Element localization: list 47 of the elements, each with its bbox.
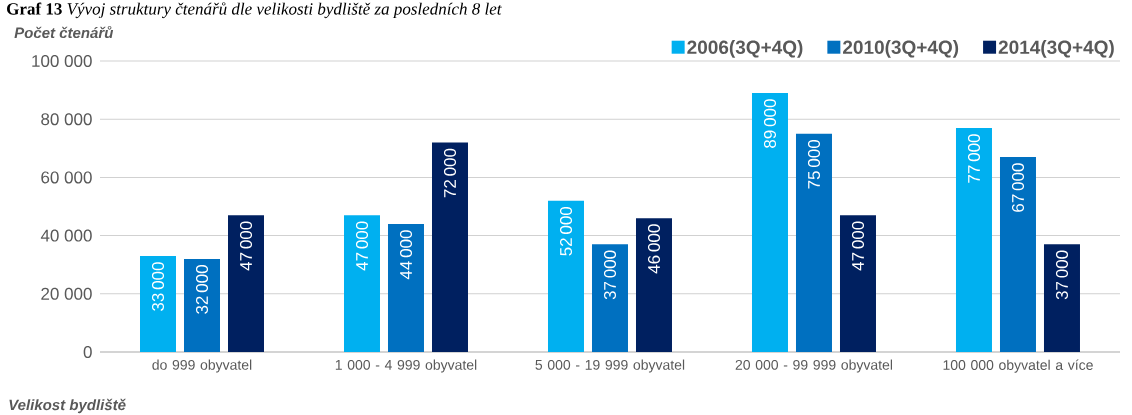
data-label: 44 000	[399, 230, 413, 280]
y-tick-label: 20 000	[41, 287, 92, 300]
bar	[955, 127, 992, 352]
bar	[388, 223, 424, 352]
data-label: 47 000	[239, 221, 253, 271]
data-label: 52 000	[559, 206, 573, 256]
y-tick-label: 40 000	[40, 229, 92, 242]
x-tick-label: 5 000 - 19 999 obyvatel	[535, 359, 685, 373]
legend-label: 2010(3Q+4Q)	[843, 40, 959, 58]
legend-label: 2014(3Q+4Q)	[998, 40, 1114, 58]
x-tick-label: 20 000 - 99 999 obyvatel	[735, 359, 893, 373]
data-label: 47 000	[355, 221, 369, 271]
bar	[344, 215, 380, 352]
data-label: 67 000	[1011, 163, 1025, 212]
y-tick-label: 100 000	[32, 54, 92, 68]
bar	[635, 218, 672, 352]
y-tick-label: 0	[83, 345, 92, 359]
data-label: 77 000	[967, 134, 981, 183]
data-label: 89 000	[763, 99, 777, 148]
x-axis-title: Velikost bydliště	[9, 398, 126, 414]
data-label: 37 000	[603, 250, 617, 300]
chart-title: Graf 13 Vývoj struktury čtenářů dle velikosti bydliště za posledních 8 let	[7, 2, 502, 19]
bar	[547, 200, 584, 352]
bar	[140, 255, 176, 352]
bar	[839, 215, 876, 352]
data-label: 75 000	[807, 139, 821, 189]
bar	[999, 157, 1036, 352]
bar	[751, 93, 788, 352]
bar	[432, 142, 468, 352]
bar	[591, 244, 628, 352]
legend-label: 2006(3Q+4Q)	[687, 40, 803, 58]
y-tick-label: 60 000	[41, 171, 92, 184]
x-tick-label: do 999 obyvatel	[152, 359, 252, 373]
bar	[1043, 244, 1080, 352]
data-label: 46 000	[647, 224, 661, 274]
data-label: 33 000	[151, 262, 165, 311]
x-tick-label: 1 000 - 4 999 obyvatel	[335, 359, 477, 373]
data-label: 72 000	[443, 148, 457, 198]
bar	[795, 133, 832, 352]
data-label: 47 000	[851, 221, 865, 271]
y-tick-label: 80 000	[41, 113, 92, 126]
bar	[228, 215, 264, 352]
data-label: 32 000	[195, 265, 209, 314]
data-label: 37 000	[1055, 250, 1069, 300]
y-axis-title: Počet čtenářů	[14, 25, 114, 39]
x-tick-label: 100 000 obyvatel a více	[943, 359, 1093, 373]
bar	[184, 258, 220, 352]
